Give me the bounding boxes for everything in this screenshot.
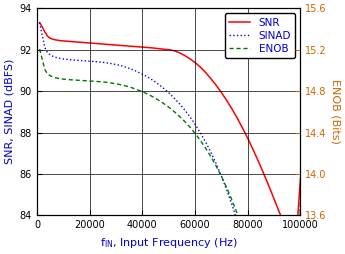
Y-axis label: ENOB (Bits): ENOB (Bits) bbox=[331, 79, 341, 144]
SNR bbox=[119, 44, 124, 47]
ENOB bbox=[53, 76, 58, 79]
Legend: SNR, SINAD, ENOB: SNR, SINAD, ENOB bbox=[225, 13, 295, 58]
SINAD bbox=[119, 64, 124, 67]
SNR bbox=[67, 40, 71, 43]
SNR bbox=[288, 238, 292, 241]
ENOB bbox=[119, 83, 124, 86]
ENOB bbox=[298, 199, 303, 202]
X-axis label: f$_{\mathregular{IN}}$, Input Frequency (Hz): f$_{\mathregular{IN}}$, Input Frequency … bbox=[100, 236, 238, 250]
SNR bbox=[38, 21, 42, 24]
SNR bbox=[293, 252, 297, 254]
Line: SNR: SNR bbox=[40, 23, 300, 253]
ENOB bbox=[67, 78, 71, 81]
SNR bbox=[53, 38, 58, 41]
SINAD bbox=[82, 59, 87, 62]
SNR bbox=[267, 184, 271, 187]
SINAD bbox=[67, 58, 71, 61]
Line: ENOB: ENOB bbox=[40, 49, 300, 254]
SNR bbox=[298, 177, 303, 180]
Line: SINAD: SINAD bbox=[40, 23, 300, 254]
SINAD bbox=[38, 21, 42, 24]
ENOB bbox=[38, 47, 42, 51]
ENOB bbox=[82, 79, 87, 82]
SNR bbox=[82, 41, 87, 44]
SINAD bbox=[298, 203, 303, 207]
Y-axis label: SNR, SINAD (dBFS): SNR, SINAD (dBFS) bbox=[4, 59, 14, 165]
SINAD bbox=[53, 56, 58, 59]
